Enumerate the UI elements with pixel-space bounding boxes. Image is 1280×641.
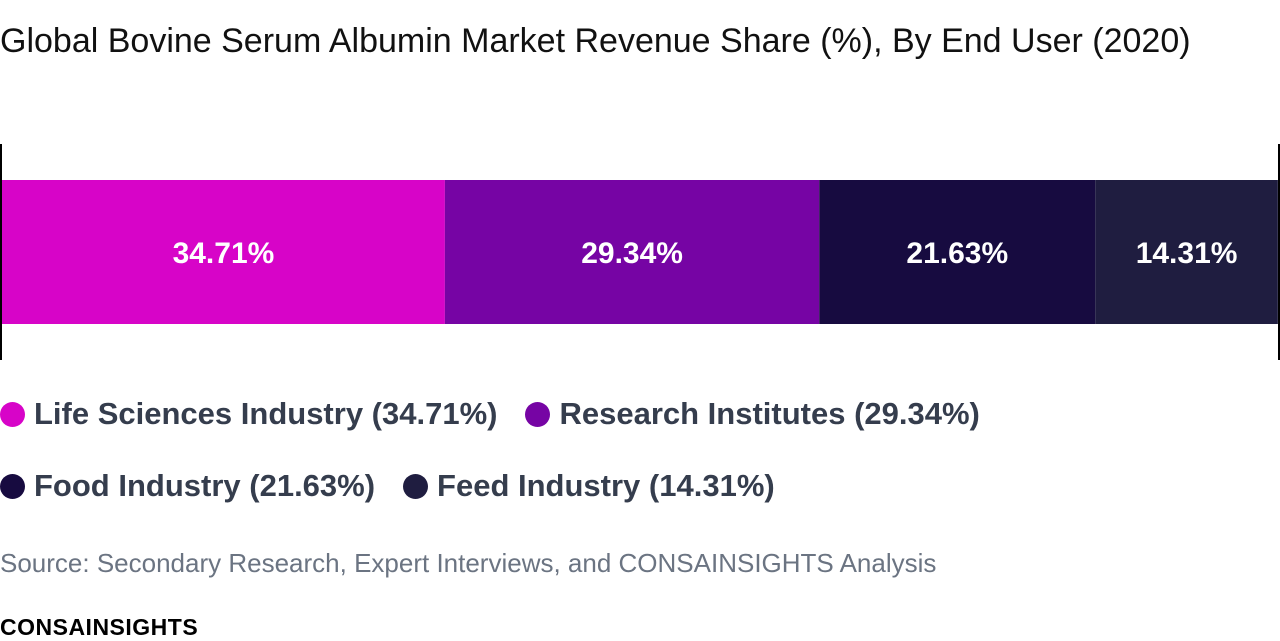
- bar-segment-research-institutes: [444, 180, 820, 324]
- data-label-feed-industry: 14.31%: [1136, 237, 1238, 270]
- legend-label-life-sciences: Life Sciences Industry (34.71%): [34, 396, 498, 431]
- legend-label-food-industry: Food Industry (21.63%): [34, 468, 376, 503]
- data-label-research-institutes: 29.34%: [581, 237, 683, 270]
- data-label-food-industry: 21.63%: [906, 237, 1008, 270]
- legend-item-feed-industry: Feed Industry (14.31%): [403, 468, 775, 504]
- legend-label-feed-industry: Feed Industry (14.31%): [437, 468, 775, 503]
- stacked-bar-chart: 34.71% 29.34% 21.63% 14.31%: [0, 144, 1280, 360]
- bar-segment-feed-industry: [1095, 180, 1278, 324]
- legend-item-life-sciences: Life Sciences Industry (34.71%): [0, 396, 497, 432]
- legend-swatch-research-institutes: [525, 401, 551, 427]
- legend-label-research-institutes: Research Institutes (29.34%): [559, 396, 980, 431]
- source-note: Source: Secondary Research, Expert Inter…: [0, 548, 937, 578]
- legend-row-2: Food Industry (21.63%) Feed Industry (14…: [0, 468, 803, 504]
- legend-item-food-industry: Food Industry (21.63%): [0, 468, 375, 504]
- bar-segment-food-industry: [819, 180, 1096, 324]
- bar-segments: 34.71% 29.34% 21.63% 14.31%: [2, 180, 1278, 324]
- legend-swatch-life-sciences: [0, 401, 25, 427]
- legend-row-1: Life Sciences Industry (34.71%) Research…: [0, 396, 1008, 432]
- legend-swatch-feed-industry: [403, 473, 429, 499]
- data-label-life-sciences-industry: 34.71%: [173, 237, 275, 270]
- brand-logo: CONSAINSIGHTS: [0, 614, 199, 640]
- legend-item-research-institutes: Research Institutes (29.34%): [525, 396, 980, 432]
- chart-title: Global Bovine Serum Albumin Market Reven…: [0, 22, 1191, 60]
- bar-segment-life-sciences-industry: [2, 180, 445, 324]
- legend-swatch-food-industry: [0, 473, 25, 499]
